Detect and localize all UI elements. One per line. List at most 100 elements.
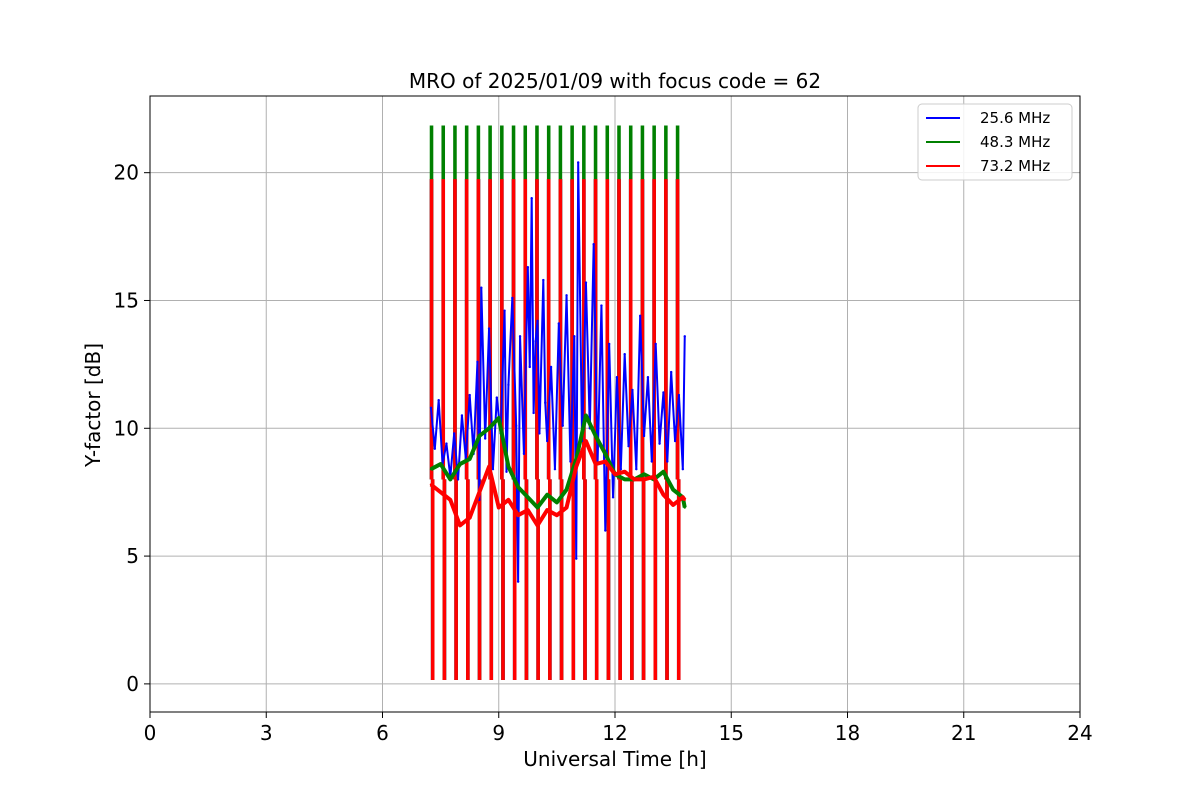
data-point xyxy=(652,475,655,479)
data-point xyxy=(594,434,597,438)
data-point xyxy=(439,490,442,494)
data-point xyxy=(478,434,481,438)
data-point xyxy=(478,490,481,494)
data-point xyxy=(458,524,462,527)
data-point xyxy=(487,465,491,468)
pulse-spike xyxy=(652,179,658,680)
data-point xyxy=(673,439,677,443)
data-point xyxy=(536,319,539,323)
data-point xyxy=(633,478,636,481)
data-point xyxy=(611,496,615,499)
legend-box xyxy=(917,103,1073,181)
data-point xyxy=(669,370,673,374)
data-point xyxy=(460,414,464,417)
y-tick-label: 5 xyxy=(126,544,139,568)
x-tick-label: 21 xyxy=(951,721,976,745)
data-point xyxy=(677,393,681,397)
data-point xyxy=(584,439,588,443)
data-point xyxy=(468,393,471,397)
data-point xyxy=(487,327,491,330)
data-point xyxy=(619,467,623,471)
data-point xyxy=(458,462,462,466)
data-point xyxy=(544,401,547,404)
data-point xyxy=(511,296,514,300)
data-point xyxy=(650,460,654,463)
data-point xyxy=(662,470,665,473)
data-point xyxy=(631,388,634,392)
data-point xyxy=(495,396,499,399)
data-point xyxy=(600,304,603,307)
series-lines xyxy=(429,161,687,583)
data-point xyxy=(532,411,535,415)
data-point xyxy=(439,462,442,466)
data-point xyxy=(545,508,549,512)
data-point xyxy=(575,557,578,560)
data-point xyxy=(497,416,500,420)
series-25.6-mhz xyxy=(429,161,686,583)
data-point xyxy=(468,457,471,461)
data-point xyxy=(683,498,686,502)
data-point xyxy=(437,398,440,402)
data-point xyxy=(452,432,456,435)
data-point xyxy=(480,286,483,289)
x-tick-label: 12 xyxy=(602,721,627,745)
legend-label: 25.6 MHz xyxy=(980,109,1050,127)
data-point xyxy=(681,467,685,471)
data-point xyxy=(433,447,437,450)
y-axis-title: Y-factor [dB] xyxy=(81,343,105,468)
data-point xyxy=(542,278,545,282)
data-point xyxy=(483,437,487,440)
data-point xyxy=(584,281,588,284)
data-point xyxy=(662,493,665,496)
data-point xyxy=(429,483,433,486)
pulse-spike xyxy=(453,179,458,680)
data-point xyxy=(671,503,675,507)
data-point xyxy=(516,580,520,583)
data-point xyxy=(507,465,510,468)
data-point xyxy=(623,478,626,481)
data-point xyxy=(584,414,588,417)
x-tick-label: 15 xyxy=(719,721,744,745)
data-point xyxy=(445,442,448,445)
data-point xyxy=(555,501,559,504)
data-point xyxy=(538,432,541,435)
pulse-spike xyxy=(675,179,681,680)
data-point xyxy=(627,444,630,448)
pulse-spike xyxy=(441,179,447,680)
data-point xyxy=(623,352,626,356)
data-point xyxy=(666,460,669,463)
data-point xyxy=(594,462,597,466)
data-point xyxy=(565,506,568,509)
y-tick-label: 15 xyxy=(114,288,139,312)
data-point xyxy=(429,406,433,410)
series-line xyxy=(429,439,687,528)
chart-title: MRO of 2025/01/09 with focus code = 62 xyxy=(409,69,821,93)
data-point xyxy=(514,424,518,427)
data-point xyxy=(555,513,559,517)
data-point xyxy=(642,473,646,476)
data-point xyxy=(503,309,506,312)
data-point xyxy=(576,161,580,164)
data-point xyxy=(642,478,646,481)
pulse-spike xyxy=(488,179,494,680)
data-point xyxy=(573,335,576,338)
legend: 25.6 MHz 48.3 MHz 73.2 MHz xyxy=(917,103,1073,181)
x-tick-label: 0 xyxy=(144,721,157,745)
data-point xyxy=(476,360,479,364)
pulse-spike xyxy=(523,179,529,680)
data-point xyxy=(565,294,568,297)
data-point xyxy=(561,424,564,427)
data-point xyxy=(565,488,568,491)
pulse-spike xyxy=(558,179,564,680)
data-point xyxy=(456,478,460,481)
data-point xyxy=(683,506,686,509)
data-point xyxy=(683,335,686,338)
data-point xyxy=(646,375,650,379)
data-point xyxy=(526,266,530,269)
data-point xyxy=(505,470,508,473)
data-point xyxy=(604,452,607,456)
x-tick-label: 18 xyxy=(835,721,860,745)
data-point xyxy=(526,508,530,512)
data-point xyxy=(528,365,531,369)
pulse-spike xyxy=(570,179,576,680)
